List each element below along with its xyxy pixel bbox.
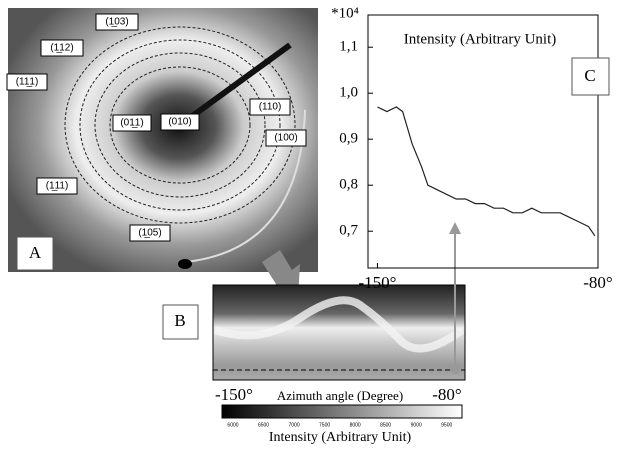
panel-letter: A — [29, 243, 42, 262]
colorbar-tick-label: 9500 — [441, 422, 452, 428]
x-start-label: -150° — [215, 385, 253, 404]
miller-label: (010) — [168, 117, 191, 128]
miller-label: (1̲03) — [105, 17, 128, 28]
colorbar-label: Intensity (Arbitrary Unit) — [269, 430, 412, 445]
y-tick-label: 0,7 — [339, 223, 358, 239]
miller-label: (1̲11) — [46, 181, 69, 192]
y-tick-label: 0,8 — [339, 177, 358, 193]
plot-frame — [367, 14, 599, 269]
x-tick-label: -80° — [583, 273, 612, 292]
colorbar-tick-label: 9000 — [411, 422, 422, 428]
panel-letter: C — [584, 66, 595, 85]
chart-title: Intensity (Arbitrary Unit) — [404, 31, 556, 47]
x-end-label: -80° — [432, 385, 461, 404]
y-tick-label: 1,0 — [339, 85, 358, 101]
axis-multiplier: *10⁴ — [331, 5, 359, 21]
miller-label: (110) — [259, 102, 282, 113]
link-dot — [450, 364, 460, 374]
data-line — [377, 106, 596, 237]
y-tick-label: 0,9 — [339, 131, 358, 147]
marker — [178, 259, 192, 269]
beam-stop — [178, 42, 292, 128]
colorbar-tick-label: 6000 — [227, 422, 238, 428]
link-arrowhead — [449, 222, 461, 234]
miller-label: (100) — [274, 133, 297, 144]
colorbar-tick-label: 7500 — [319, 422, 330, 428]
colorbar-tick-label: 7000 — [288, 422, 299, 428]
panel-b: B -150° -80° Azimuth angle (Degree) Inte… — [162, 284, 466, 445]
colorbar-tick-label: 8000 — [350, 422, 361, 428]
rings — [64, 26, 296, 224]
colorbar-tick-label: 8500 — [380, 422, 391, 428]
x-tick-label: -150° — [358, 273, 396, 292]
miller-label: (11̲1) — [16, 77, 39, 88]
miller-label: (01̲1) — [120, 118, 143, 129]
miller-label: (1̲05) — [138, 228, 161, 239]
heatmap-band — [213, 296, 465, 353]
colorbar — [221, 404, 463, 419]
colorbar-tick-label: 6500 — [258, 422, 269, 428]
x-axis-label: Azimuth angle (Degree) — [277, 388, 403, 403]
panel-a: (1̲03) (1̲12) (11̲1) (110) (100) (01̲1) … — [6, 8, 318, 272]
miller-label: (1̲12) — [50, 43, 73, 54]
y-tick-label: 1,1 — [339, 39, 358, 55]
panel-letter: B — [174, 311, 185, 330]
